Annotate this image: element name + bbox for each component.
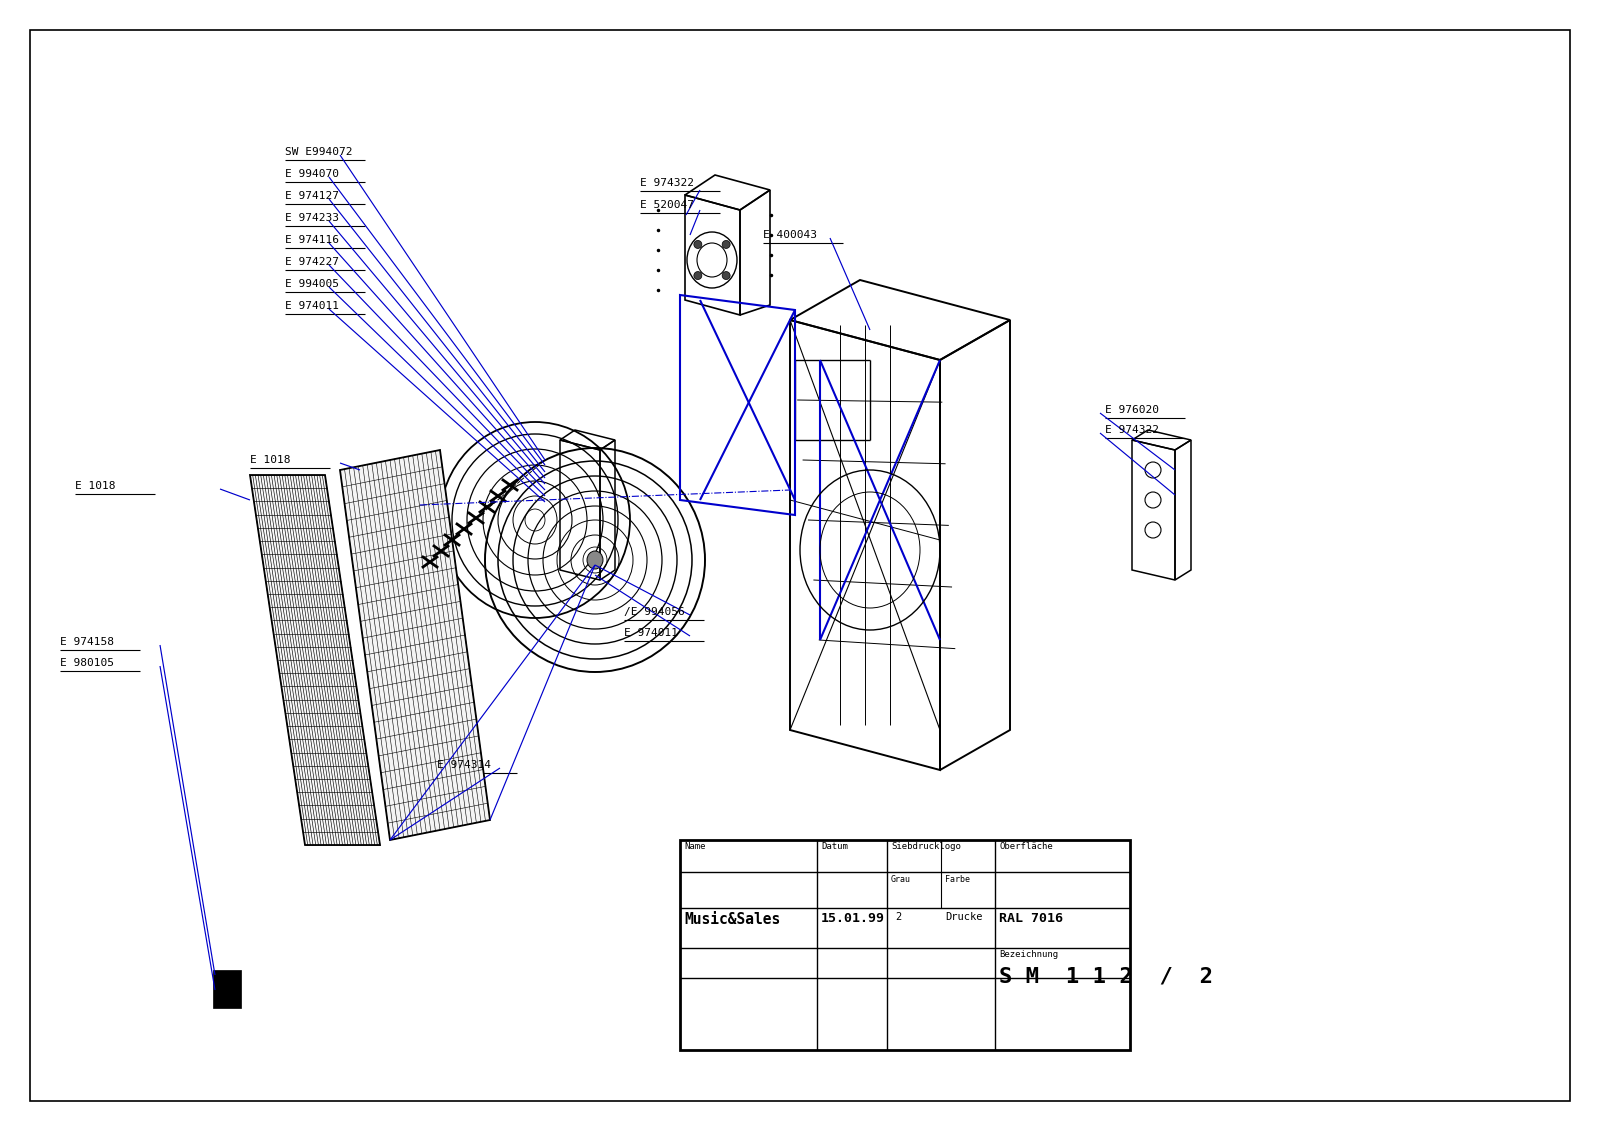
Ellipse shape	[587, 551, 603, 569]
Text: E 1018: E 1018	[250, 455, 291, 465]
Text: Drucke: Drucke	[946, 912, 982, 922]
Text: E 980105: E 980105	[61, 658, 114, 668]
Text: Farbe: Farbe	[946, 875, 970, 884]
Text: E 974127: E 974127	[285, 191, 339, 201]
Text: Bezeichnung: Bezeichnung	[998, 950, 1058, 959]
Text: E 976020: E 976020	[1106, 405, 1158, 415]
Text: SW E994072: SW E994072	[285, 147, 352, 157]
Ellipse shape	[694, 241, 702, 249]
Text: RAL 7016: RAL 7016	[998, 912, 1062, 925]
Text: E 974158: E 974158	[61, 637, 114, 647]
Ellipse shape	[722, 271, 730, 279]
Text: /E 994056: /E 994056	[624, 607, 685, 618]
Polygon shape	[250, 475, 381, 845]
Text: Music&Sales: Music&Sales	[685, 912, 781, 927]
Text: 15.01.99: 15.01.99	[821, 912, 885, 925]
Text: E 974233: E 974233	[285, 213, 339, 223]
Text: 2: 2	[894, 912, 901, 922]
Text: E 1018: E 1018	[75, 481, 115, 491]
Text: E 400043: E 400043	[763, 230, 818, 240]
Text: Oberfläche: Oberfläche	[998, 841, 1053, 851]
Text: E 974116: E 974116	[285, 235, 339, 245]
Bar	[213, 970, 242, 1008]
Text: E 994070: E 994070	[285, 169, 339, 179]
Text: E 974227: E 974227	[285, 257, 339, 267]
Text: S M  1 1 2  /  2: S M 1 1 2 / 2	[998, 966, 1213, 986]
Text: E 520047: E 520047	[640, 200, 694, 210]
Text: Name: Name	[685, 841, 706, 851]
Text: Datum: Datum	[821, 841, 848, 851]
Text: E 974314: E 974314	[437, 760, 491, 770]
Text: E 974011: E 974011	[624, 628, 678, 638]
Ellipse shape	[694, 271, 702, 279]
Text: Siebdrucklogo: Siebdrucklogo	[891, 841, 962, 851]
Text: E 974322: E 974322	[640, 178, 694, 188]
Text: E 974322: E 974322	[1106, 425, 1158, 435]
Text: E 974011: E 974011	[285, 301, 339, 311]
Text: Grau: Grau	[891, 875, 910, 884]
Polygon shape	[339, 450, 490, 840]
Ellipse shape	[722, 241, 730, 249]
Bar	[680, 840, 1130, 1050]
Text: E 994005: E 994005	[285, 279, 339, 290]
